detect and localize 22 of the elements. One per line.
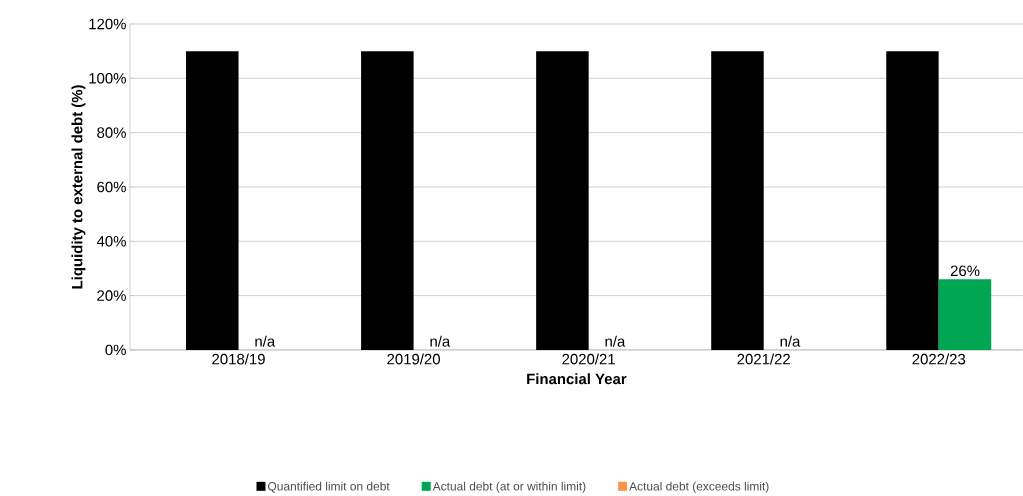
text: n/a bbox=[255, 335, 276, 347]
x-tick-label: 2022/23 bbox=[912, 353, 966, 365]
x-tick-label: 2021/22 bbox=[737, 353, 790, 365]
y-tick-label: 40% bbox=[96, 236, 126, 247]
y-axis-title: Liquidity to external debt (%) bbox=[71, 85, 86, 289]
x-tick-label: 2019/20 bbox=[387, 353, 440, 365]
text: n/a bbox=[780, 335, 801, 347]
x-tick-label: 2018/19 bbox=[212, 353, 265, 365]
data-label: 26% bbox=[950, 265, 980, 277]
y-tick-label: 0% bbox=[105, 344, 126, 356]
y-tick-label: 100% bbox=[89, 73, 126, 84]
y-tick-label: 60% bbox=[97, 181, 126, 193]
text: n/a bbox=[605, 335, 626, 347]
x-axis-title: Financial Year bbox=[527, 373, 627, 385]
y-tick-label: 20% bbox=[97, 290, 126, 301]
x-tick-label: 2020/21 bbox=[562, 353, 615, 365]
y-tick-label: 80% bbox=[97, 127, 126, 138]
legend-label: Actual debt (exceeds limit) bbox=[629, 481, 769, 493]
legend-label: Actual debt (at or within limit) bbox=[432, 481, 586, 493]
legend-label: Quantified limit on debt bbox=[268, 481, 390, 493]
text: n/a bbox=[430, 335, 451, 347]
y-tick-label: 120% bbox=[89, 18, 126, 30]
